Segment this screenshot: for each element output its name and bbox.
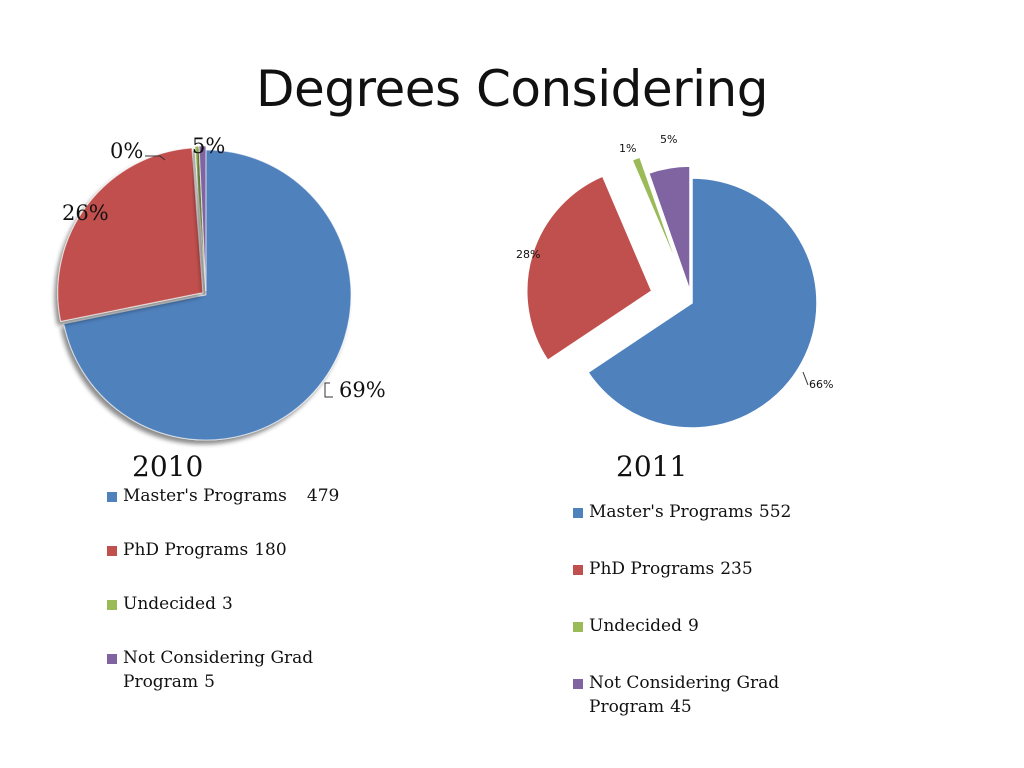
legend-item-not-considering: Not Considering Grad Program 45	[573, 671, 813, 719]
legend-swatch-phd	[107, 546, 117, 556]
pie-slice-phd	[57, 147, 204, 323]
legend-item-phd: PhD Programs 235	[573, 557, 813, 581]
percent-label-undecided: 1%	[619, 142, 636, 155]
legend-label-masters: Master's Programs	[589, 502, 753, 522]
legend-value-undecided: 9	[688, 616, 699, 636]
legend-value-masters: 552	[758, 502, 792, 522]
percent-label-not-considering: 5%	[660, 133, 677, 146]
chart-title-2011: 2011	[616, 450, 688, 483]
legend-label-not-considering: Not Considering Grad Program	[589, 673, 780, 717]
legend-item-undecided: Undecided 3	[107, 592, 347, 616]
chart-title-2010: 2010	[132, 450, 204, 483]
leader-line-undecided	[145, 155, 166, 161]
leader-line-masters	[802, 371, 809, 386]
legend-swatch-not-considering	[107, 654, 117, 664]
legend-item-undecided: Undecided 9	[573, 614, 813, 638]
pie-slice-undecided	[631, 156, 682, 276]
legend-value-not-considering: 45	[670, 697, 692, 717]
legend-label-phd: PhD Programs	[589, 559, 715, 579]
legend-item-phd: PhD Programs 180	[107, 538, 347, 562]
percent-label-phd: 28%	[516, 248, 540, 261]
legend-swatch-phd	[573, 565, 583, 575]
percent-label-phd: 26%	[62, 201, 109, 225]
legend-item-masters: Master's Programs 479	[107, 484, 347, 508]
legend-value-phd: 180	[254, 540, 287, 560]
legend-swatch-undecided	[573, 622, 583, 632]
legend-value-masters: 479	[306, 486, 340, 506]
legend-item-not-considering: Not Considering Grad Program 5	[107, 646, 347, 694]
legend-label-undecided: Undecided	[589, 616, 683, 636]
pie-slice-not-considering	[647, 165, 691, 292]
pie-slice-masters	[63, 149, 352, 441]
percent-label-masters: 69%	[339, 378, 386, 402]
legend-value-not-considering: 5	[204, 672, 215, 692]
percent-label-masters: 66%	[809, 378, 833, 391]
legend-swatch-masters	[107, 492, 117, 502]
legend-swatch-undecided	[107, 600, 117, 610]
legend-label-phd: PhD Programs	[123, 540, 249, 560]
legend-item-masters: Master's Programs 552	[573, 500, 813, 524]
pie-slice-phd	[525, 175, 653, 362]
percent-label-not-considering: 5%	[192, 134, 225, 158]
slide-title: Degrees Considering	[256, 60, 768, 118]
legend-swatch-not-considering	[573, 679, 583, 689]
percent-label-undecided: 0%	[110, 139, 143, 163]
legend-label-not-considering: Not Considering Grad Program	[123, 648, 314, 692]
legend-label-undecided: Undecided	[123, 594, 217, 614]
legend-value-undecided: 3	[222, 594, 233, 614]
pie-slice-not-considering	[198, 145, 207, 292]
leader-line-masters	[324, 382, 333, 398]
legend-value-phd: 235	[720, 559, 753, 579]
legend-swatch-masters	[573, 508, 583, 518]
legend-label-masters: Master's Programs	[123, 486, 287, 506]
pie-slice-masters	[586, 177, 818, 429]
